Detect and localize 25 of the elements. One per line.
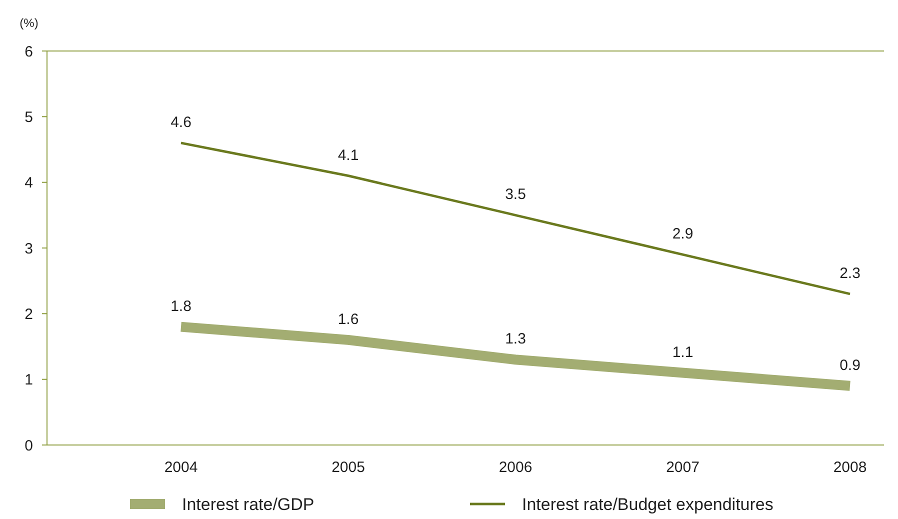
data-label: 2.3	[840, 264, 860, 282]
y-tick-label: 1	[24, 372, 33, 389]
data-label: 1.1	[672, 344, 694, 361]
x-tick-label: 2008	[833, 459, 867, 476]
data-label: 3.5	[505, 186, 526, 204]
y-tick-label: 6	[24, 43, 33, 60]
y-axis-title: (%)	[20, 16, 38, 30]
legend-label: Interest rate/GDP	[182, 494, 314, 514]
x-tick-label: 2004	[164, 459, 198, 476]
data-label: 0.9	[840, 356, 860, 374]
x-tick-label: 2005	[332, 459, 365, 476]
y-tick-label: 0	[24, 437, 33, 454]
y-tick-label: 3	[24, 240, 33, 258]
data-label: 1.3	[505, 330, 526, 348]
data-label: 1.6	[338, 310, 359, 328]
data-label: 2.9	[672, 226, 694, 243]
y-tick-label: 2	[24, 306, 33, 323]
y-tick-label: 4	[24, 174, 33, 192]
data-label: 1.8	[170, 298, 192, 315]
y-tick-label: 5	[24, 108, 33, 126]
legend-label: Interest rate/Budget expenditures	[522, 494, 774, 514]
x-tick-label: 2007	[666, 459, 700, 476]
data-label: 4.1	[338, 146, 359, 164]
x-tick-label: 2006	[498, 459, 532, 476]
data-label: 4.6	[170, 114, 192, 131]
